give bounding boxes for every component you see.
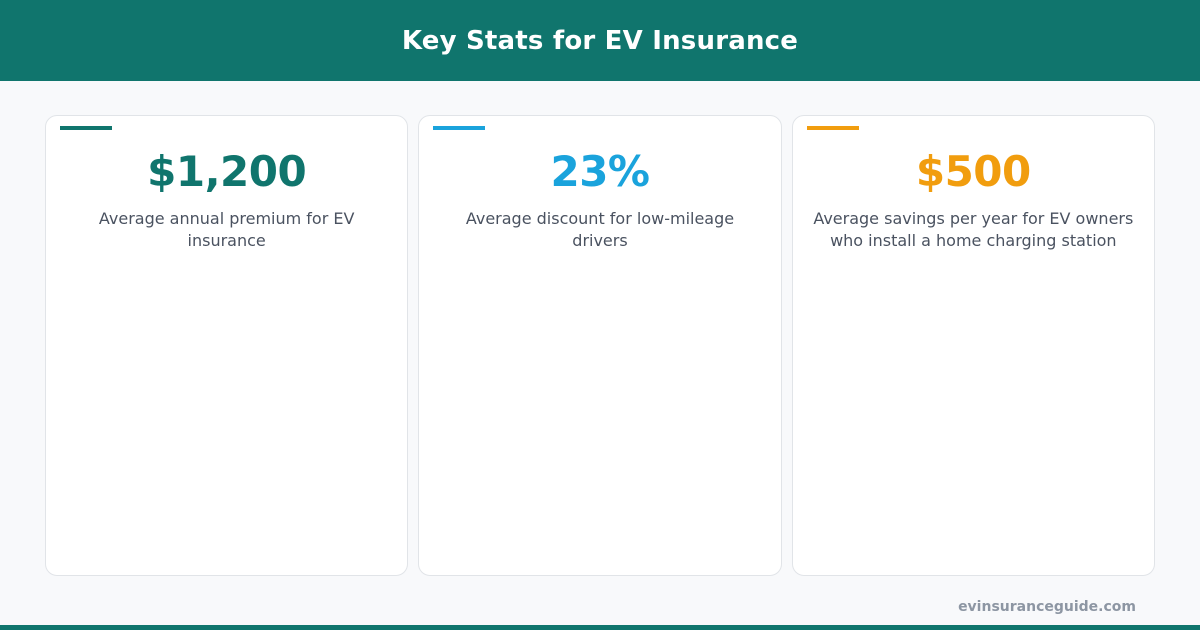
- stat-card-premium: $1,200 Average annual premium for EV ins…: [45, 115, 409, 576]
- stat-value: 23%: [550, 147, 650, 196]
- stat-card-savings: $500 Average savings per year for EV own…: [791, 115, 1155, 576]
- card-accent-bar: [60, 126, 112, 130]
- page-title: Key Stats for EV Insurance: [401, 25, 799, 56]
- footer-bar: [0, 625, 1200, 630]
- card-accent-bar: [433, 126, 486, 130]
- stat-description: Average savings per year for EV owners w…: [813, 209, 1134, 250]
- stat-description: Average discount for low-mileage drivers: [465, 209, 735, 250]
- stat-value: $500: [915, 147, 1031, 196]
- stats-cards: $1,200 Average annual premium for EV ins…: [45, 115, 1155, 576]
- stat-description: Average annual premium for EV insurance: [98, 209, 355, 250]
- header-banner: Key Stats for EV Insurance: [0, 0, 1200, 81]
- site-url: evinsuranceguide.com: [958, 599, 1136, 615]
- stat-card-discount: 23% Average discount for low-mileage dri…: [418, 115, 782, 576]
- stat-value: $1,200: [147, 147, 307, 196]
- card-accent-bar: [806, 126, 859, 130]
